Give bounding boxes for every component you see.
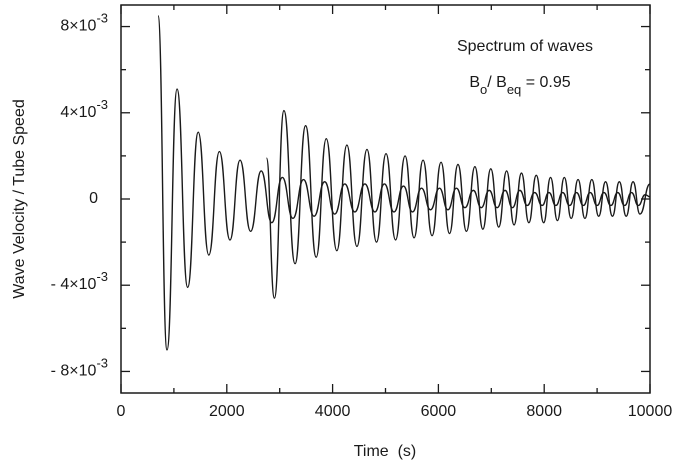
annotation: Spectrum of waves [457, 38, 593, 55]
y-tick-label-base: 4×10 [60, 104, 96, 121]
x-tick-label: 2000 [209, 403, 245, 420]
y-tick-label-exponent: -3 [96, 355, 108, 370]
x-tick-label: 4000 [315, 403, 351, 420]
ratio-part: / B [487, 74, 507, 91]
x-axis-title: Time (s) [354, 443, 417, 460]
ratio-part: = 0.95 [521, 74, 570, 91]
y-axis-title: Wave Velocity / Tube Speed [11, 99, 28, 299]
ratio-part: o [480, 82, 487, 97]
y-tick-label-base: - 4×10 [51, 276, 97, 293]
ratio-part: B [469, 74, 480, 91]
y-tick-label-exponent: -3 [96, 269, 108, 284]
ratio-part: eq [507, 82, 521, 97]
plot-frame [120, 4, 651, 394]
x-tick-label: 0 [117, 403, 126, 420]
series-line [265, 109, 651, 299]
y-tick-label: - 8×10-3 [51, 355, 108, 379]
y-tick-label: - 4×10-3 [51, 269, 108, 293]
y-tick-label: 0 [89, 190, 98, 207]
y-tick-label-exponent: -3 [96, 10, 108, 25]
y-tick-label: 8×10-3 [60, 10, 108, 34]
y-tick-label-base: 8×10 [60, 18, 96, 35]
y-tick-label-exponent: -3 [96, 97, 108, 112]
x-tick-label: 10000 [628, 403, 673, 420]
x-tick-label: 6000 [421, 403, 457, 420]
x-tick-label: 8000 [526, 403, 562, 420]
y-tick-label: 4×10-3 [60, 97, 108, 121]
ratio-label: Bo/ Beq = 0.95 [469, 74, 570, 97]
y-tick-label-base: - 8×10 [51, 363, 97, 380]
